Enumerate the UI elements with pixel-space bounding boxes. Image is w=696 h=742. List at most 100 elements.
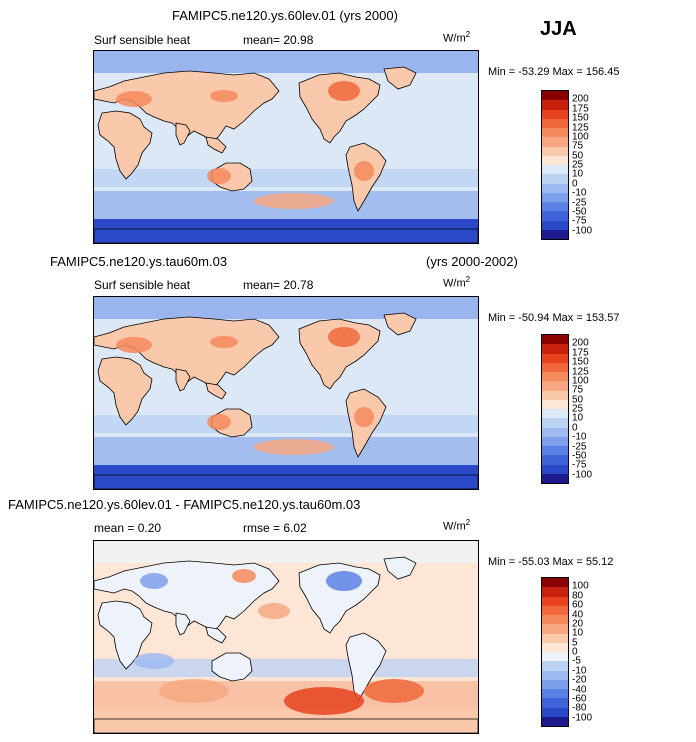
arctic-band xyxy=(94,541,478,563)
colorbar-level-label: 150 xyxy=(572,356,589,368)
colorbar-level-label: -80 xyxy=(572,702,587,714)
colorbar-swatch xyxy=(542,183,568,193)
colorbar-swatch xyxy=(542,661,568,671)
colorbar-swatch xyxy=(542,362,568,372)
colorbar-swatch xyxy=(542,372,568,382)
panel-2-map xyxy=(93,296,479,490)
colorbar-level-label: 25 xyxy=(572,403,584,415)
colorbar-swatch xyxy=(542,679,568,689)
season-label: JJA xyxy=(540,18,577,40)
field-anomaly-patch xyxy=(354,161,374,181)
panel-3-title: FAMIPC5.ne120.ys.60lev.01 - FAMIPC5.ne12… xyxy=(8,497,361,512)
colorbar-level-label: 0 xyxy=(572,422,578,434)
colorbar-swatch xyxy=(542,165,568,175)
africa-landmass xyxy=(97,110,153,180)
colorbar-level-label: 40 xyxy=(572,609,584,620)
southern-ocean-band xyxy=(94,169,478,187)
colorbar-level-label: -20 xyxy=(572,674,587,686)
colorbar-level-label: -75 xyxy=(572,215,587,227)
field-anomaly-patch xyxy=(232,569,256,583)
colorbar-level-label: 25 xyxy=(572,159,584,171)
colorbar-swatch xyxy=(542,670,568,680)
antarctica-landmass xyxy=(94,228,478,243)
colorbar-level-label: -10 xyxy=(572,665,587,677)
colorbar-level-label: -100 xyxy=(572,225,593,237)
field-anomaly-patch xyxy=(354,407,374,427)
panel-2-mean: mean= 20.78 xyxy=(243,278,314,292)
india-landmass xyxy=(175,368,191,392)
southern-ocean-band xyxy=(94,659,478,677)
colorbar-swatch xyxy=(542,587,568,597)
eurasia-landmass xyxy=(94,560,280,634)
panel-1-map xyxy=(93,50,479,244)
field-anomaly-patch xyxy=(284,687,364,715)
colorbar-level-label: 125 xyxy=(572,122,589,133)
field-anomaly-patch xyxy=(254,439,334,455)
colorbar-level-label: 175 xyxy=(572,103,589,115)
panel-1-mean: mean= 20.98 xyxy=(243,33,314,47)
panel-3-units: W/m2 xyxy=(443,518,471,533)
colorbar-swatch xyxy=(542,605,568,615)
colorbar-swatch xyxy=(542,596,568,606)
colorbar-swatch xyxy=(542,698,568,708)
colorbar-swatch xyxy=(542,615,568,625)
colorbar-swatch xyxy=(542,100,568,110)
colorbar-level-label: 150 xyxy=(572,112,589,124)
panel-2-years-label: (yrs 2000-2002) xyxy=(426,254,518,269)
field-anomaly-patch xyxy=(140,573,168,589)
colorbar-swatch xyxy=(542,192,568,202)
colorbar-swatch xyxy=(542,174,568,184)
colorbar-level-label: -25 xyxy=(572,441,587,452)
colorbar-level-label: 60 xyxy=(572,599,584,611)
colorbar-swatch xyxy=(542,128,568,138)
panel-1-variable: Surf sensible heat xyxy=(94,33,191,47)
field-anomaly-patch xyxy=(258,603,290,619)
colorbar-level-label: 50 xyxy=(572,394,584,406)
colorbar-swatch xyxy=(542,146,568,156)
colorbar-swatch xyxy=(542,707,568,717)
colorbar-swatch xyxy=(542,652,568,662)
field-anomaly-patch xyxy=(364,679,424,703)
india-landmass xyxy=(175,612,191,636)
colorbar-swatch xyxy=(542,220,568,230)
panel-3-mean: mean = 0.20 xyxy=(94,521,162,535)
field-anomaly-patch xyxy=(210,336,238,348)
colorbar-level-label: 75 xyxy=(572,384,584,396)
colorbar-swatch xyxy=(542,642,568,652)
field-anomaly-patch xyxy=(254,193,334,209)
panel-3-colorbar xyxy=(541,577,569,727)
panel-3-map xyxy=(93,540,479,734)
colorbar-swatch xyxy=(542,353,568,363)
colorbar-level-label: 125 xyxy=(572,366,589,377)
seasia-landmass xyxy=(205,136,227,154)
panel-2-case-label: FAMIPC5.ne120.ys.tau60m.03 xyxy=(50,254,228,269)
colorbar-swatch xyxy=(542,344,568,354)
colorbar-level-label: 200 xyxy=(572,93,589,105)
colorbar-level-label: 200 xyxy=(572,337,589,349)
panel-1-units: W/m2 xyxy=(443,30,471,45)
colorbar-level-label: -5 xyxy=(572,655,581,667)
colorbar-level-label: -75 xyxy=(572,459,587,471)
colorbar-swatch xyxy=(542,381,568,391)
colorbar-swatch xyxy=(542,427,568,437)
arctic-band xyxy=(94,297,478,319)
field-anomaly-patch xyxy=(134,653,174,669)
panel-1-minmax: Min = -53.29 Max = 156.45 xyxy=(488,66,620,78)
field-anomaly-patch xyxy=(159,679,229,703)
colorbar-swatch xyxy=(542,109,568,119)
australia-landmass xyxy=(211,652,253,682)
colorbar-level-label: 20 xyxy=(572,618,584,630)
panel-3-rmse: rmse = 6.02 xyxy=(243,521,307,535)
colorbar-swatch xyxy=(542,202,568,212)
colorbar-level-label: 50 xyxy=(572,150,584,162)
colorbar-level-label: 100 xyxy=(572,375,589,387)
colorbar-level-label: 5 xyxy=(572,637,578,649)
panel-1-colorbar xyxy=(541,90,569,240)
colorbar-swatch xyxy=(542,390,568,400)
colorbar-swatch xyxy=(542,155,568,165)
panel-2-units: W/m2 xyxy=(443,275,471,290)
panel-2-minmax: Min = -50.94 Max = 153.57 xyxy=(488,312,620,324)
colorbar-level-label: 175 xyxy=(572,347,589,359)
colorbar-swatch xyxy=(542,137,568,147)
africa-landmass xyxy=(97,356,153,426)
